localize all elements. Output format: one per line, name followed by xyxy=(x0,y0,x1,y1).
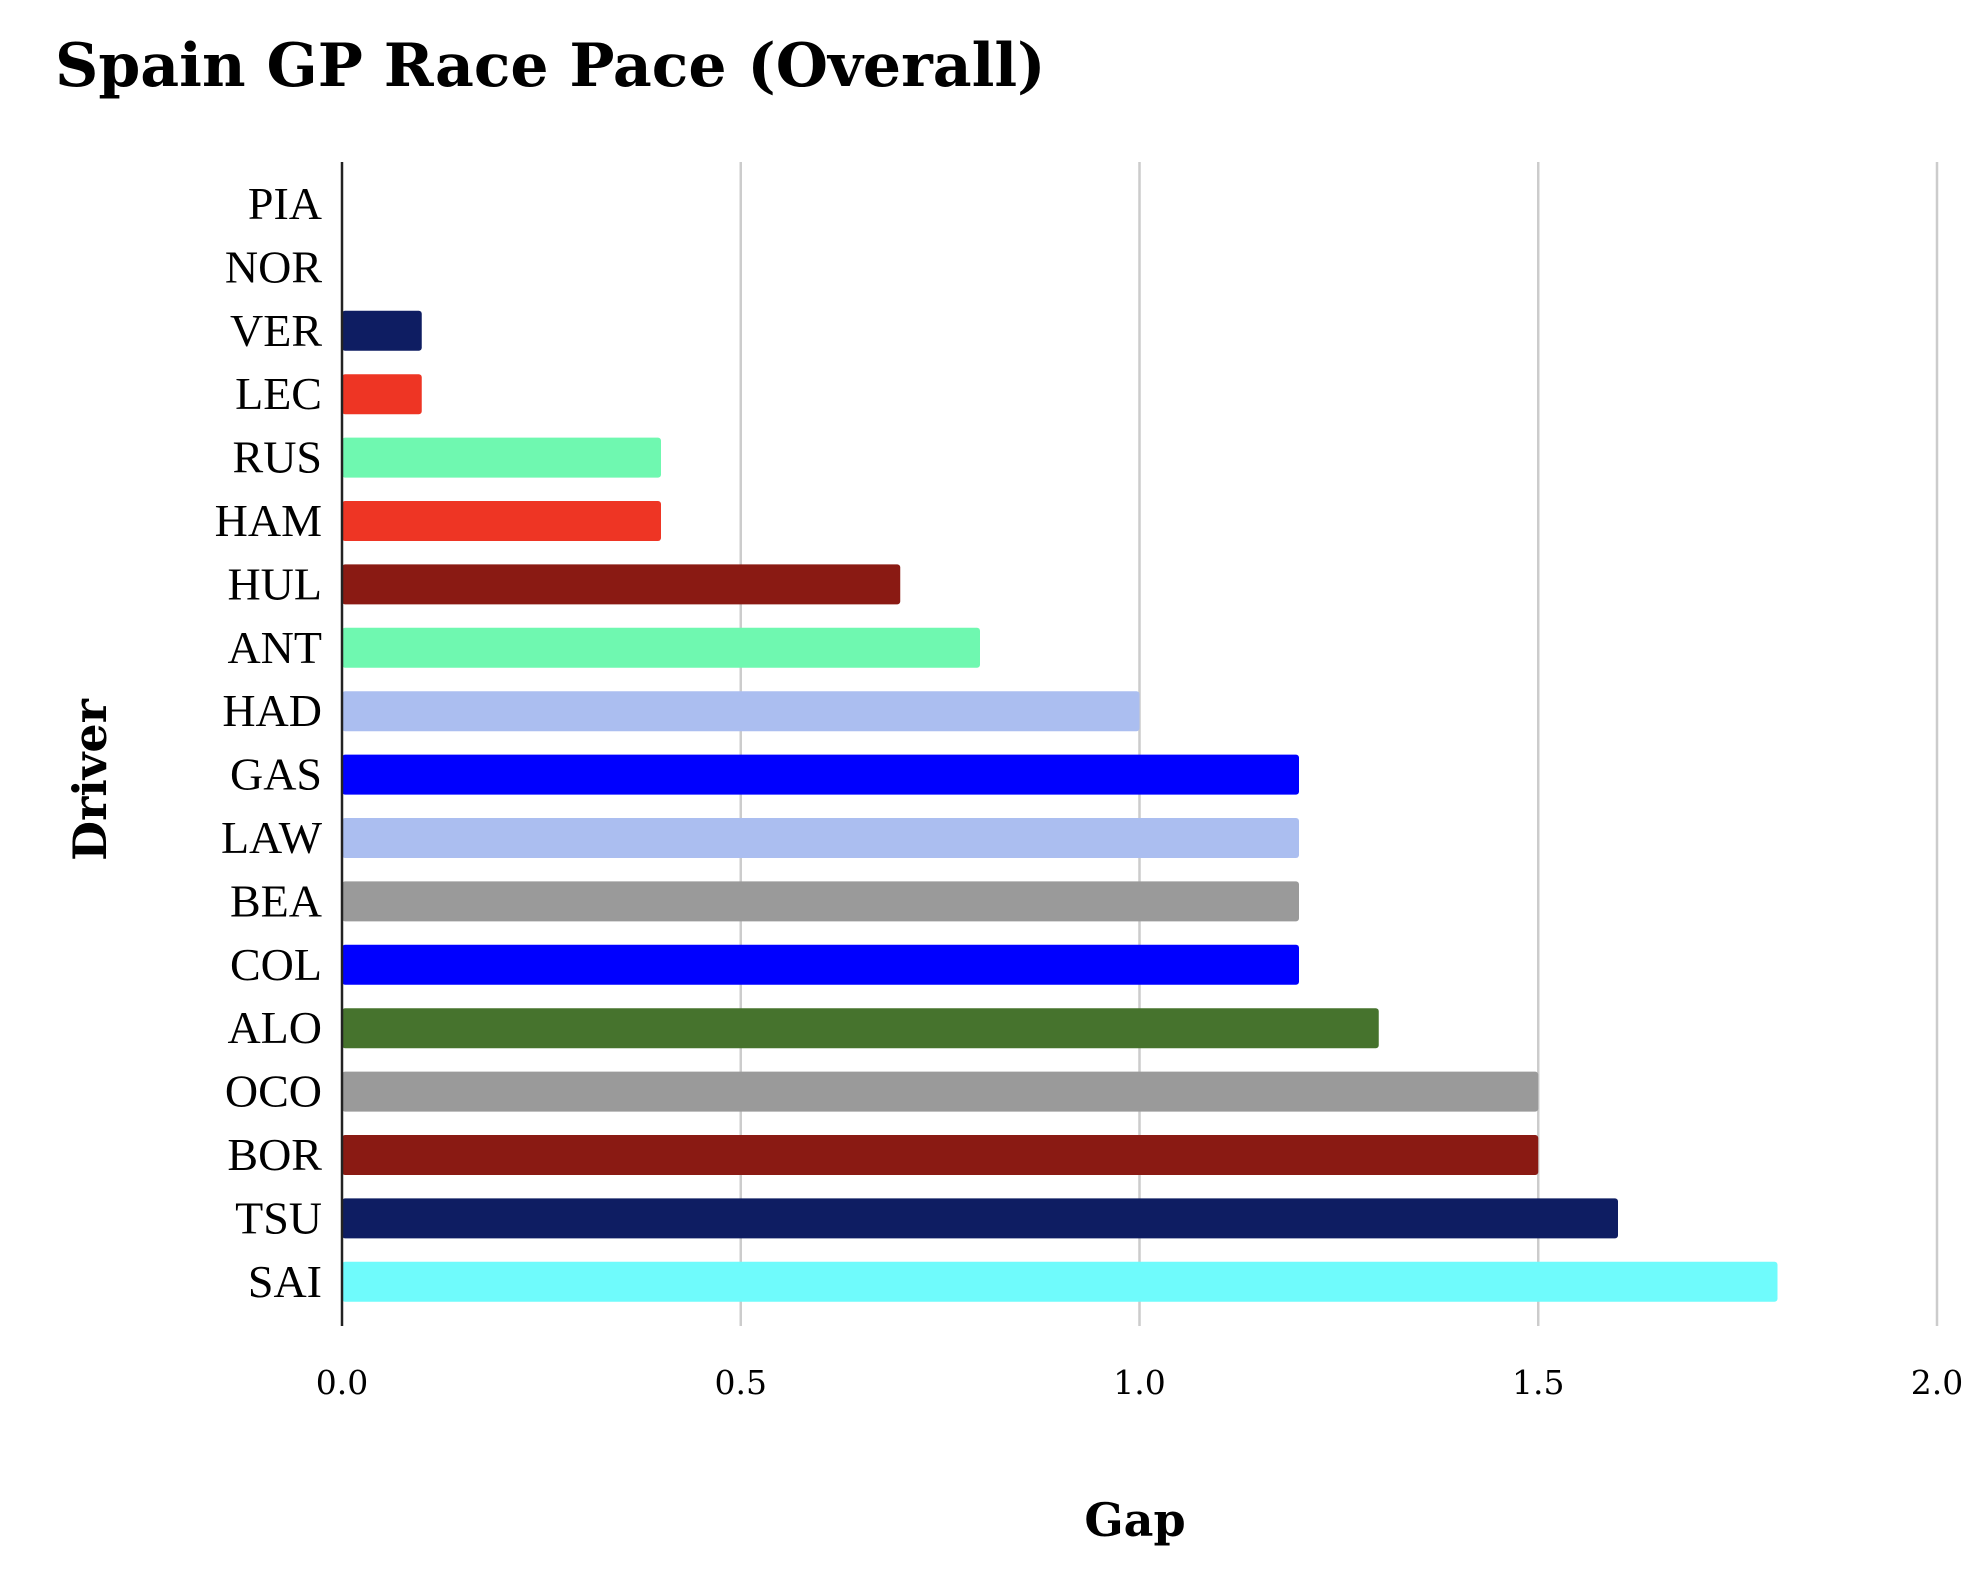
bar-lec xyxy=(342,374,422,415)
y-tick-label: ALO xyxy=(227,1002,322,1053)
y-tick-label: NOR xyxy=(225,241,322,292)
bar-tsu xyxy=(342,1198,1618,1239)
x-tick-label: 1.5 xyxy=(1512,1363,1564,1402)
bar-gas xyxy=(342,754,1299,795)
y-tick-label: LAW xyxy=(221,812,323,863)
y-tick-label: ANT xyxy=(227,622,322,673)
bar-alo xyxy=(342,1008,1379,1049)
y-tick-label: PIA xyxy=(248,178,322,229)
y-tick-label: HAD xyxy=(222,685,322,736)
bar-sai xyxy=(342,1261,1778,1302)
x-tick-label: 0.5 xyxy=(715,1363,767,1402)
y-tick-labels: PIA NOR VER LEC RUS HAM HUL ANT HAD GAS LAW BEA COL A… xyxy=(215,178,323,1307)
x-axis-label: Gap xyxy=(1084,1493,1185,1547)
gridlines xyxy=(739,162,1939,1326)
y-tick-label: SAI xyxy=(248,1256,322,1307)
y-tick-label: BEA xyxy=(230,875,322,926)
y-tick-label: LEC xyxy=(235,368,322,419)
y-tick-label: BOR xyxy=(227,1129,322,1180)
bar-bea xyxy=(342,881,1299,922)
y-tick-label: COL xyxy=(230,939,322,990)
y-tick-label: TSU xyxy=(235,1192,322,1243)
x-tick-label: 1.0 xyxy=(1113,1363,1165,1402)
bar-hul xyxy=(342,564,901,605)
bar-bor xyxy=(342,1135,1539,1175)
y-axis-label: Driver xyxy=(63,698,117,861)
y-tick-label: OCO xyxy=(225,1066,322,1117)
y-tick-label: GAS xyxy=(230,749,322,800)
y-tick-label: HUL xyxy=(227,558,322,609)
y-tick-label: VER xyxy=(230,305,322,356)
x-tick-label: 2.0 xyxy=(1911,1363,1963,1402)
bar-col xyxy=(342,944,1299,985)
bar-ver xyxy=(342,310,422,351)
bar-law xyxy=(342,818,1299,858)
bar-ham xyxy=(342,501,661,541)
bar-oco xyxy=(342,1071,1539,1112)
x-tick-label: 0.0 xyxy=(316,1363,368,1402)
bar-ant xyxy=(342,627,980,668)
x-tick-labels: 0.0 0.5 1.0 1.5 2.0 xyxy=(316,1363,1963,1402)
bar-had xyxy=(342,691,1140,732)
chart-title: Spain GP Race Pace (Overall) xyxy=(55,31,1046,101)
bars xyxy=(342,310,1778,1302)
y-tick-label: RUS xyxy=(233,432,322,483)
y-tick-label: HAM xyxy=(215,495,322,546)
bar-rus xyxy=(342,437,661,478)
